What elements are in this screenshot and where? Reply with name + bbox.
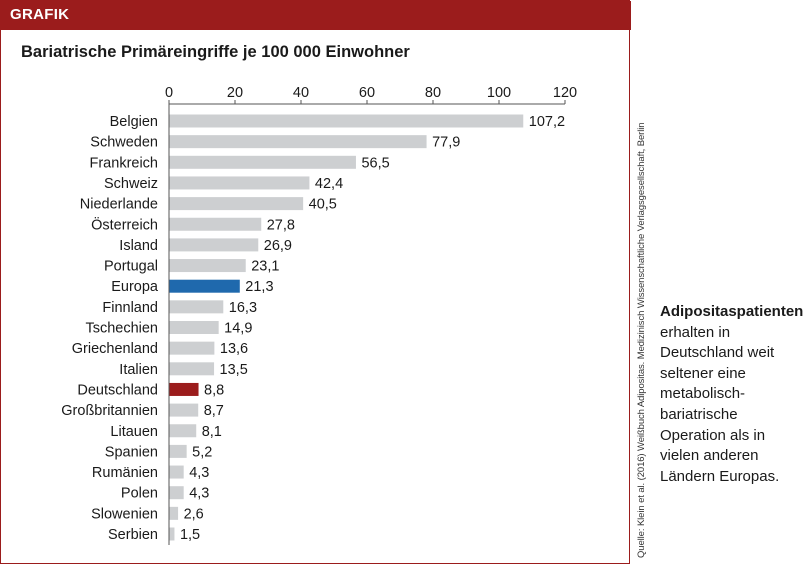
source-note: Quelle: Klein et al. (2016) Weißbuch Adi… — [636, 122, 647, 558]
bar — [169, 341, 215, 355]
category-label: Deutschland — [77, 382, 158, 398]
value-label: 8,8 — [204, 382, 224, 398]
x-tick-label: 0 — [165, 85, 173, 101]
value-label: 8,7 — [204, 403, 224, 419]
value-label: 21,3 — [245, 279, 273, 295]
value-label: 77,9 — [432, 135, 460, 151]
category-label: Island — [119, 238, 158, 254]
category-label: Griechenland — [72, 341, 158, 357]
x-tick-label: 20 — [227, 85, 243, 101]
bar — [169, 486, 184, 500]
category-label: Italien — [119, 362, 158, 378]
bar — [169, 403, 199, 417]
category-label: Slowenien — [91, 506, 158, 522]
value-label: 13,6 — [220, 341, 248, 357]
header-bar: GRAFIK — [1, 1, 631, 30]
value-label: 14,9 — [224, 321, 252, 337]
value-label: 4,3 — [189, 465, 209, 481]
category-label: Spanien — [105, 444, 158, 460]
bar — [169, 155, 356, 169]
bar — [169, 238, 259, 252]
bars: Belgien 107,2 Schweden 77,9 Frankreich 56,5 Sc… — [61, 114, 565, 543]
value-label: 107,2 — [529, 114, 565, 130]
value-label: 13,5 — [220, 362, 248, 378]
side-note: Adipositaspatienten erhalten in Deutschl… — [660, 302, 803, 487]
bar — [169, 321, 219, 334]
bar — [169, 259, 246, 273]
category-label: Portugal — [104, 259, 158, 275]
category-label: Litauen — [110, 424, 158, 440]
category-label: Finnland — [102, 300, 158, 316]
side-note-body: erhalten in Deutschland weit seltener ei… — [660, 323, 780, 485]
category-label: Schweiz — [104, 176, 158, 192]
value-label: 27,8 — [267, 217, 295, 233]
bar — [169, 382, 199, 396]
bar — [169, 176, 310, 190]
value-label: 40,5 — [309, 197, 337, 213]
category-label: Niederlande — [80, 197, 158, 213]
category-label: Belgien — [110, 114, 158, 130]
bar — [169, 424, 197, 438]
category-label: Tschechien — [85, 321, 158, 337]
header-label: GRAFIK — [10, 6, 70, 23]
category-label: Schweden — [90, 135, 158, 151]
category-label: Europa — [111, 279, 159, 295]
category-label: Österreich — [91, 215, 158, 233]
category-label: Rumänien — [92, 465, 158, 481]
x-tick-label: 40 — [293, 85, 309, 101]
bar-chart: 0 20 40 60 80 100 120 Belgien 107,2 Schweden 77,9… — [61, 85, 577, 545]
bar — [169, 279, 240, 293]
x-tick-label: 60 — [359, 85, 375, 101]
value-label: 1,5 — [180, 527, 200, 543]
x-axis: 0 20 40 60 80 100 120 — [165, 85, 577, 545]
bar — [169, 114, 524, 128]
x-tick-label: 80 — [425, 85, 441, 101]
bar — [169, 217, 262, 231]
category-label: Großbritannien — [61, 403, 158, 419]
bar — [169, 362, 215, 376]
bar — [169, 444, 187, 458]
value-label: 56,5 — [361, 155, 389, 171]
value-label: 2,6 — [184, 506, 204, 522]
value-label: 16,3 — [229, 300, 257, 316]
chart-title: Bariatrische Primäreingriffe je 100 000 … — [21, 43, 410, 61]
x-tick-label: 100 — [487, 85, 511, 101]
value-label: 23,1 — [251, 259, 279, 275]
bar — [169, 197, 304, 211]
bar — [169, 465, 184, 479]
side-note-lead: Adipositaspatienten — [660, 303, 803, 320]
value-label: 42,4 — [315, 176, 343, 192]
value-label: 5,2 — [192, 444, 212, 460]
x-tick-label: 120 — [553, 85, 577, 101]
category-label: Frankreich — [90, 155, 159, 171]
category-label: Serbien — [108, 527, 158, 543]
chart-frame: GRAFIK Bariatrische Primäreingriffe je 1… — [0, 0, 631, 564]
value-label: 26,9 — [264, 238, 292, 254]
bar — [169, 506, 179, 520]
bar — [169, 527, 175, 541]
category-label: Polen — [121, 486, 158, 502]
value-label: 8,1 — [202, 424, 222, 440]
bar — [169, 135, 427, 149]
bar — [169, 300, 224, 314]
value-label: 4,3 — [189, 486, 209, 502]
